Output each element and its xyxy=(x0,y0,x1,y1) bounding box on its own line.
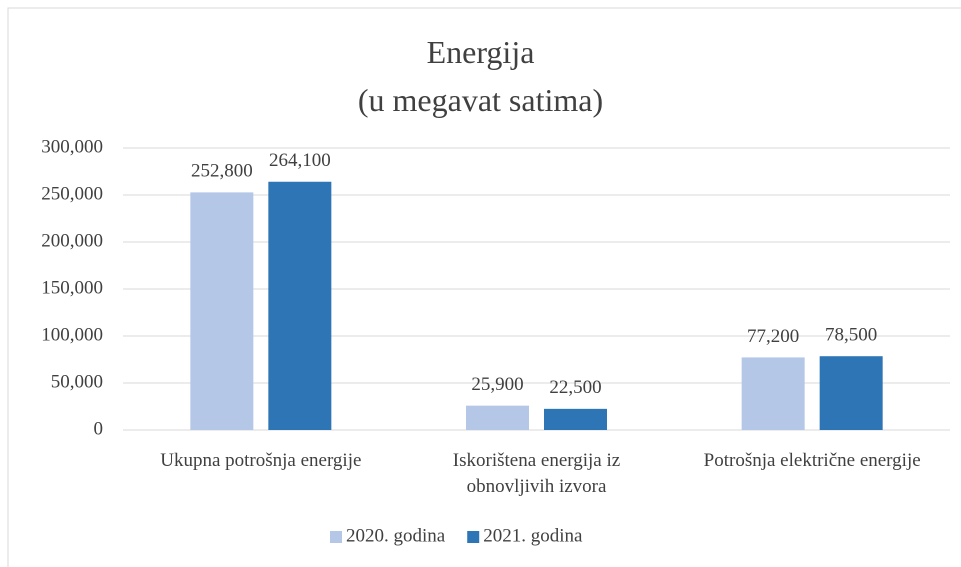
data-label: 252,800 xyxy=(191,161,253,182)
data-label: 22,500 xyxy=(549,377,601,398)
data-label: 78,500 xyxy=(825,325,877,346)
x-tick-label: Potrošnja električne energije xyxy=(703,450,921,471)
legend-label: 2020. godina xyxy=(346,525,446,546)
bar xyxy=(741,357,805,430)
bar xyxy=(466,405,529,430)
chart-border xyxy=(7,7,961,567)
x-tick-label: Iskorištena energija iz obnovljivih izvo… xyxy=(452,450,621,497)
y-tick-label: 50,000 xyxy=(51,371,103,392)
x-tick-label: Ukupna potrošnja energije xyxy=(160,450,362,471)
bar xyxy=(190,192,254,430)
y-tick-label: 300,000 xyxy=(41,136,103,157)
bar xyxy=(268,181,332,430)
chart-title: Energija (u megavat satima) xyxy=(357,34,604,118)
legend-label: 2021. godina xyxy=(483,525,583,546)
y-tick-label: 150,000 xyxy=(41,277,103,298)
data-label: 25,900 xyxy=(471,374,523,395)
bar xyxy=(544,408,607,430)
data-label: 264,100 xyxy=(269,150,331,171)
legend-swatch xyxy=(467,531,480,543)
y-tick-label: 250,000 xyxy=(41,183,103,204)
y-tick-label: 200,000 xyxy=(41,230,103,251)
legend-swatch xyxy=(330,531,342,543)
y-tick-label: 0 xyxy=(94,418,104,439)
y-tick-label: 100,000 xyxy=(41,324,103,345)
bar xyxy=(819,356,883,430)
data-label: 77,200 xyxy=(747,326,799,347)
